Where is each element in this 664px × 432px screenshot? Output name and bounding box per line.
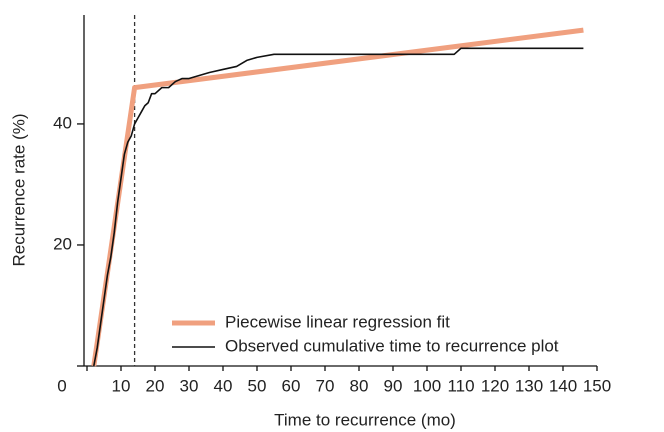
x-tick-label: 70 (316, 376, 335, 395)
x-axis-label: Time to recurrence (mo) (274, 410, 456, 429)
series-line (93, 47, 584, 367)
x-tick-label: 60 (282, 376, 301, 395)
x-tick-label: 20 (146, 376, 165, 395)
x-tick-label: 30 (180, 376, 199, 395)
legend-label: Piecewise linear regression fit (225, 312, 450, 331)
x-tick-label: 40 (214, 376, 233, 395)
y-axis-label: Recurrence rate (%) (9, 113, 28, 266)
y-tick-label: 20 (53, 234, 72, 253)
x-tick-label: 150 (583, 376, 611, 395)
x-tick-label: 10 (112, 376, 131, 395)
x-tick-label: 110 (447, 376, 474, 395)
x-tick-label: 100 (413, 376, 441, 395)
x-tick-label: 90 (384, 376, 403, 395)
legend-label: Observed cumulative time to recurrence p… (225, 336, 559, 355)
x-tick-label: 0 (57, 376, 66, 395)
x-tick-label: 80 (350, 376, 369, 395)
x-tick-label: 50 (248, 376, 267, 395)
x-tick-label: 140 (549, 376, 577, 395)
y-tick-label: 40 (53, 113, 72, 132)
x-tick-label: 130 (515, 376, 543, 395)
x-tick-label: 120 (481, 376, 509, 395)
